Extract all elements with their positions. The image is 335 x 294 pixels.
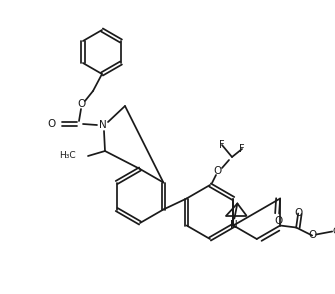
Text: N: N bbox=[229, 220, 237, 230]
Text: O: O bbox=[274, 216, 282, 225]
Text: H₃C: H₃C bbox=[59, 151, 76, 161]
Text: F: F bbox=[219, 140, 225, 150]
Text: O: O bbox=[294, 208, 302, 218]
Text: O: O bbox=[47, 119, 55, 129]
Text: O: O bbox=[308, 230, 316, 240]
Text: F: F bbox=[239, 144, 245, 154]
Text: O: O bbox=[78, 99, 86, 109]
Text: N: N bbox=[99, 120, 107, 130]
Text: CH₃: CH₃ bbox=[332, 227, 335, 236]
Text: O: O bbox=[214, 166, 222, 176]
